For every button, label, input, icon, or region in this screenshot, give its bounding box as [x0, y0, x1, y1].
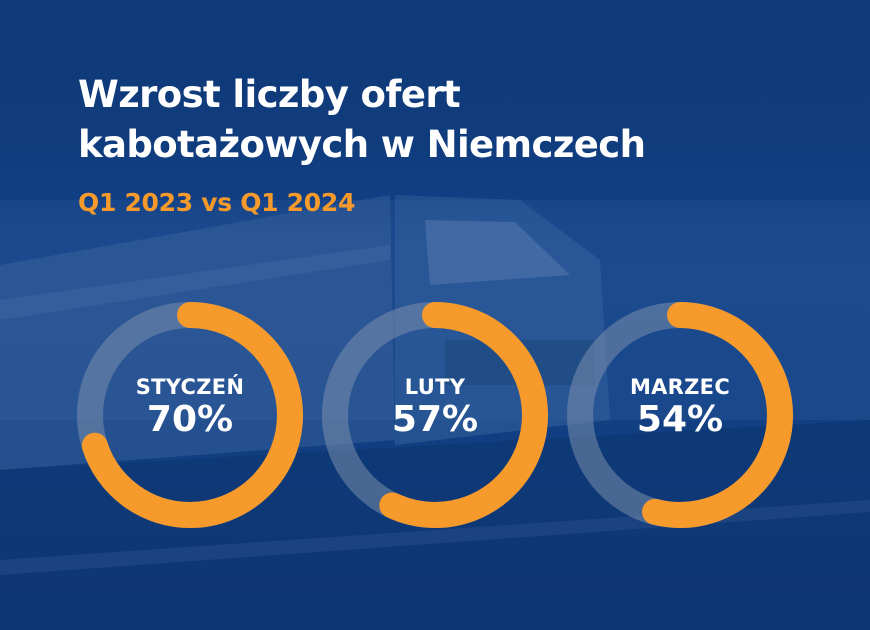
percent-label-1: 57% [391, 399, 479, 440]
donut-arc-1 [322, 302, 548, 528]
chart-subtitle: Q1 2023 vs Q1 2024 [78, 188, 356, 217]
donut-label-1: LUTY 57% [315, 375, 555, 440]
donut-label-0: STYCZEŃ 70% [70, 375, 310, 440]
title-line-2: kabotażowych w Niemczech [78, 123, 646, 166]
donut-arc-2 [567, 302, 793, 528]
percent-label-0: 70% [146, 399, 234, 440]
month-label-2: MARZEC [629, 375, 731, 399]
donut-arc-0 [77, 302, 303, 528]
month-label-1: LUTY [404, 375, 466, 399]
title-line-1: Wzrost liczby ofert [78, 73, 461, 116]
donut-label-2: MARZEC 54% [560, 375, 800, 440]
percent-label-2: 54% [636, 399, 724, 440]
month-label-0: STYCZEŃ [135, 375, 245, 399]
chart-title: Wzrost liczby ofert kabotażowych w Niemc… [78, 70, 646, 170]
